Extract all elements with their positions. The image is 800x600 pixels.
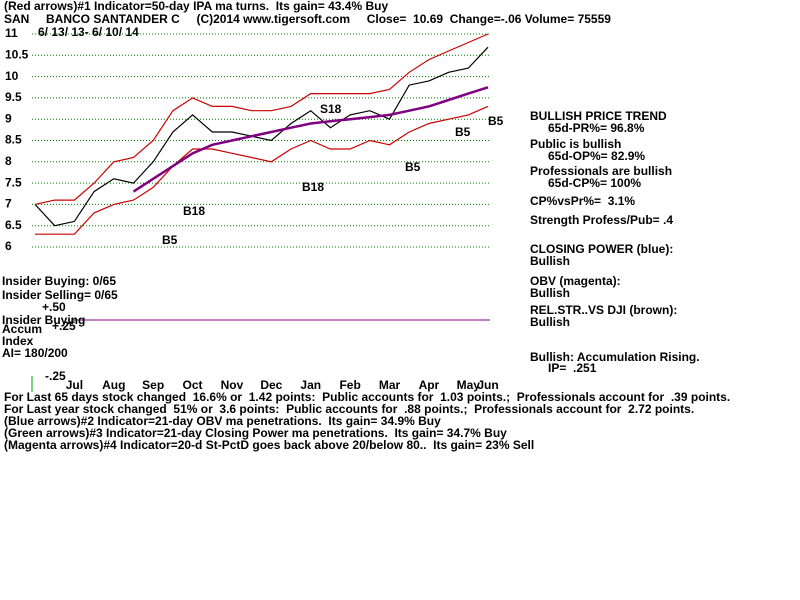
- panel-label: +.25: [52, 319, 76, 333]
- indicator-text: 65d-OP%= 82.9%: [548, 149, 645, 163]
- indicator-text: Bullish: Accumulation Rising.: [530, 350, 700, 364]
- footer-text: For Last year stock changed 51% or 3.6 p…: [4, 402, 694, 416]
- indicator-text: Public is bullish: [530, 137, 621, 151]
- annotation: B5: [162, 233, 178, 247]
- indicator-text: Strength Profess/Pub= .4: [530, 213, 673, 227]
- date-range: 6/ 13/ 13- 6/ 10/ 14: [38, 25, 139, 39]
- indicator-text: Bullish: [530, 315, 570, 329]
- indicator-text: Bullish: [530, 286, 570, 300]
- chart-subtitle: SAN BANCO SANTANDER C (C)2014 www.tigers…: [4, 12, 611, 26]
- annotation: B5: [455, 125, 471, 139]
- y-tick-label: 6: [5, 239, 12, 253]
- chart-title: (Red arrows)#1 Indicator=50-day IPA ma t…: [4, 0, 388, 13]
- panel-label: -.25: [45, 369, 66, 383]
- x-tick-label: Sep: [142, 378, 164, 392]
- series-line: [34, 46, 489, 227]
- y-tick-label: 8: [5, 154, 12, 168]
- x-tick-label: Jan: [300, 378, 321, 392]
- panel-label: +.50: [42, 300, 66, 314]
- panel-label: Insider Selling= 0/65: [2, 288, 118, 302]
- y-tick-label: 9.5: [5, 90, 22, 104]
- y-tick-label: 6.5: [5, 218, 22, 232]
- y-tick-label: 10.5: [5, 47, 29, 61]
- x-tick-label: Apr: [419, 378, 440, 392]
- indicator-text: OBV (magenta):: [530, 274, 621, 288]
- series-line: [35, 105, 489, 235]
- indicator-text: CP%vsPr%= 3.1%: [530, 194, 635, 208]
- indicator-text: REL.STR..VS DJI (brown):: [530, 303, 677, 317]
- footer-text: (Magenta arrows)#4 Indicator=20-d St-Pct…: [4, 438, 534, 452]
- x-tick-label: Aug: [102, 378, 125, 392]
- annotation: B5: [405, 160, 421, 174]
- panel-label: Insider Buying: 0/65: [2, 274, 116, 288]
- indicator-text: BULLISH PRICE TREND: [530, 109, 667, 123]
- footer-text: (Blue arrows)#2 Indicator=21-day OBV ma …: [4, 414, 441, 428]
- x-tick-label: May: [457, 378, 481, 392]
- annotation: B18: [183, 204, 205, 218]
- y-tick-label: 9: [5, 111, 12, 125]
- x-tick-label: Oct: [183, 378, 203, 392]
- panel-label: Insider Buying: [2, 313, 85, 327]
- panel-label: Accum: [2, 322, 42, 336]
- indicator-text: Professionals are bullish: [530, 164, 672, 178]
- indicator-text: IP= .251: [548, 361, 597, 375]
- annotation: S18: [320, 102, 342, 116]
- indicator-text: 65d-CP%= 100%: [548, 176, 641, 190]
- x-tick-label: Feb: [339, 378, 360, 392]
- x-tick-label: Nov: [221, 378, 244, 392]
- x-tick-label: Jul: [66, 378, 83, 392]
- y-tick-label: 11: [5, 26, 18, 40]
- annotation: B18: [302, 180, 324, 194]
- indicator-text: Bullish: [530, 254, 570, 268]
- footer-text: (Green arrows)#3 Indicator=21-day Closin…: [4, 426, 507, 440]
- panel-label: Index: [2, 334, 34, 348]
- series-line: [34, 33, 489, 205]
- footer-text: For Last 65 days stock changed 16.6% or …: [4, 390, 730, 404]
- x-tick-label: Dec: [260, 378, 282, 392]
- x-tick-label: Mar: [379, 378, 401, 392]
- y-tick-label: 7.5: [5, 175, 22, 189]
- series-line: [132, 86, 489, 193]
- y-tick-label: 10: [5, 69, 19, 83]
- panel-label: AI= 180/200: [2, 346, 68, 360]
- indicator-text: CLOSING POWER (blue):: [530, 242, 673, 256]
- indicator-text: 65d-PR%= 96.8%: [548, 121, 645, 135]
- y-tick-label: 7: [5, 197, 12, 211]
- y-tick-label: 8.5: [5, 133, 22, 147]
- x-tick-label: Jun: [477, 378, 498, 392]
- annotation: B5: [488, 114, 504, 128]
